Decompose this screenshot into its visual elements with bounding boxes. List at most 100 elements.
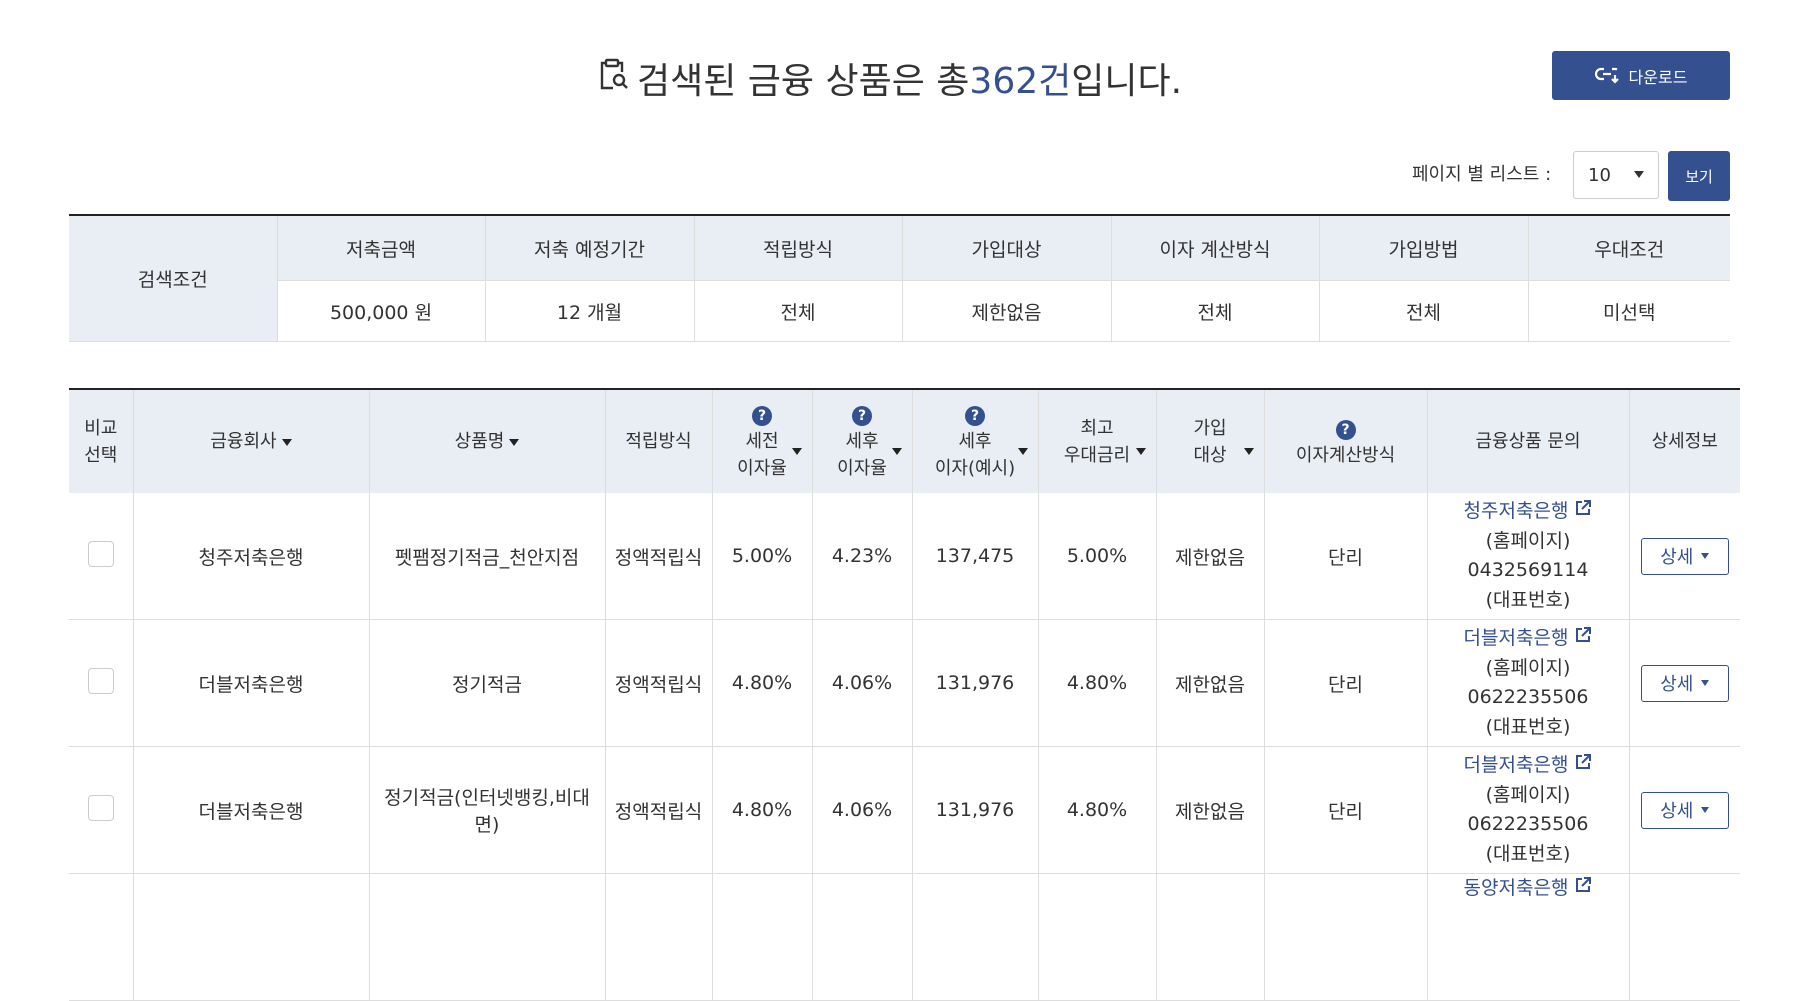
caret-down-icon — [1701, 680, 1710, 686]
inquiry-cell: 청주저축은행 (홈페이지) 0432569114 (대표번호) — [1426, 493, 1629, 620]
calc-cell: 단리 — [1263, 619, 1427, 747]
calc-cell — [1263, 873, 1427, 1001]
col-aftertax-sort[interactable]: ? 세후 이자율 — [811, 389, 912, 493]
phone-label: (대표번호) — [1485, 715, 1571, 738]
detail-cell: 상세 — [1628, 746, 1740, 874]
aftertax-rate-cell — [811, 873, 912, 1001]
company-cell — [132, 873, 369, 1001]
company-cell: 청주저축은행 — [132, 493, 369, 620]
aftertax-interest-cell — [911, 873, 1038, 1001]
detail-button[interactable]: 상세 — [1640, 537, 1729, 575]
detail-button[interactable]: 상세 — [1640, 791, 1729, 829]
result-count: 362건 — [969, 61, 1072, 102]
page-title: 검색된 금융 상품은 총 362건 입니다. — [595, 52, 1182, 104]
col-inquiry: 금융상품 문의 — [1426, 389, 1629, 493]
company-cell: 더블저축은행 — [132, 746, 369, 874]
external-link-icon — [1574, 624, 1592, 653]
target-cell: 제한없음 — [1155, 493, 1264, 620]
download-button[interactable]: 다운로드 — [1552, 51, 1730, 100]
help-icon[interactable]: ? — [752, 406, 772, 426]
pretax-rate-cell: 4.80% — [711, 619, 812, 747]
per-page-select[interactable]: 10 — [1573, 151, 1659, 199]
table-row: 더블저축은행 정기적금(인터넷뱅킹,비대면) 정액적립식 4.80% 4.06% 131,… — [69, 746, 1740, 874]
aftertax-rate-cell: 4.06% — [811, 746, 912, 874]
inquiry-cell: 더블저축은행 (홈페이지) 0622235506 (대표번호) — [1426, 746, 1629, 874]
col-pretax-sort[interactable]: ? 세전 이자율 — [711, 389, 812, 493]
external-link-icon — [1574, 874, 1592, 903]
phone-number: 0622235506 — [1467, 686, 1589, 709]
sort-down-icon — [509, 438, 520, 446]
target-cell — [1155, 873, 1264, 1001]
compare-checkbox[interactable] — [87, 794, 114, 821]
aftertax-rate-cell: 4.06% — [811, 619, 912, 747]
compare-checkbox[interactable] — [87, 540, 114, 567]
cond-header-target: 가입대상 — [901, 215, 1111, 281]
inquiry-cell: 동양저축은행 — [1426, 873, 1629, 1001]
compare-checkbox[interactable] — [87, 667, 114, 694]
per-page-label: 페이지 별 리스트 : — [1412, 164, 1552, 185]
max-rate-cell: 4.80% — [1037, 619, 1156, 747]
product-cell — [368, 873, 605, 1001]
cond-header-preferential: 우대조건 — [1527, 215, 1730, 281]
conditions-label: 검색조건 — [69, 215, 278, 342]
col-method: 적립방식 — [604, 389, 712, 493]
col-compare: 비교 선택 — [69, 389, 133, 493]
aftertax-interest-cell: 131,976 — [911, 746, 1038, 874]
help-icon[interactable]: ? — [1335, 419, 1356, 440]
pretax-rate-cell — [711, 873, 812, 1001]
col-interest-sort[interactable]: ? 세후 이자(예시) — [911, 389, 1038, 493]
col-product-sort[interactable]: 상품명 — [368, 389, 605, 493]
bank-homepage-link[interactable]: 더블저축은행 — [1464, 754, 1593, 776]
table-row: 청주저축은행 펫팸정기적금_천안지점 정액적립식 5.00% 4.23% 137,475 5… — [69, 493, 1740, 620]
cond-header-join: 가입방법 — [1318, 215, 1528, 281]
sort-down-icon — [1135, 448, 1146, 455]
compare-cell — [69, 746, 133, 874]
col-calc: ? 이자계산방식 — [1263, 389, 1427, 493]
max-rate-cell: 4.80% — [1037, 746, 1156, 874]
max-rate-cell — [1037, 873, 1156, 1001]
col-max-rate-sort[interactable]: 최고 우대금리 — [1037, 389, 1156, 493]
cond-value-target: 제한없음 — [901, 280, 1111, 342]
sort-down-icon — [1243, 448, 1254, 455]
max-rate-cell: 5.00% — [1037, 493, 1156, 620]
sort-down-icon — [791, 448, 802, 455]
col-company-sort[interactable]: 금융회사 — [132, 389, 369, 493]
compare-cell — [69, 619, 133, 747]
cond-value-period: 12 개월 — [484, 280, 694, 342]
title-suffix: 입니다. — [1071, 61, 1183, 102]
bank-homepage-link[interactable]: 동양저축은행 — [1464, 877, 1593, 899]
bank-homepage-link[interactable]: 더블저축은행 — [1464, 627, 1593, 649]
sort-down-icon — [1017, 448, 1028, 455]
sort-down-icon — [891, 448, 902, 455]
method-cell: 정액적립식 — [604, 746, 712, 874]
cond-value-amount: 500,000 원 — [277, 280, 485, 342]
homepage-label: (홈페이지) — [1485, 656, 1571, 679]
target-cell: 제한없음 — [1155, 746, 1264, 874]
caret-down-icon — [1701, 553, 1710, 559]
results-table: 비교 선택 금융회사 상품명 적립방식 ? 세전 이자율 ? 세후 이자율 ? 세후 이자(예… — [69, 388, 1740, 1001]
title-prefix: 검색된 금융 상품은 총 — [637, 61, 970, 102]
company-cell: 더블저축은행 — [132, 619, 369, 747]
per-page-value: 10 — [1588, 164, 1611, 186]
help-icon[interactable]: ? — [852, 406, 872, 426]
col-target-sort[interactable]: 가입 대상 — [1155, 389, 1264, 493]
download-label: 다운로드 — [1628, 67, 1688, 87]
compare-cell — [69, 873, 133, 1001]
caret-down-icon — [1701, 807, 1710, 813]
phone-number: 0622235506 — [1467, 813, 1589, 836]
detail-cell: 상세 — [1628, 493, 1740, 620]
table-row: 더블저축은행 정기적금 정액적립식 4.80% 4.06% 131,976 4.80% 제한없… — [69, 619, 1740, 747]
external-link-icon — [1574, 497, 1592, 526]
detail-button[interactable]: 상세 — [1640, 664, 1729, 702]
cond-value-preferential: 미선택 — [1527, 280, 1730, 342]
target-cell: 제한없음 — [1155, 619, 1264, 747]
col-detail: 상세정보 — [1628, 389, 1740, 493]
product-cell: 정기적금 — [368, 619, 605, 747]
search-conditions-table: 검색조건 저축금액 저축 예정기간 적립방식 가입대상 이자 계산방식 가입방법… — [69, 214, 1730, 342]
table-row: 동양저축은행 — [69, 873, 1740, 1001]
calc-cell: 단리 — [1263, 493, 1427, 620]
help-icon[interactable]: ? — [965, 406, 985, 426]
aftertax-rate-cell: 4.23% — [811, 493, 912, 620]
view-button[interactable]: 보기 — [1668, 151, 1730, 201]
bank-homepage-link[interactable]: 청주저축은행 — [1464, 500, 1593, 522]
